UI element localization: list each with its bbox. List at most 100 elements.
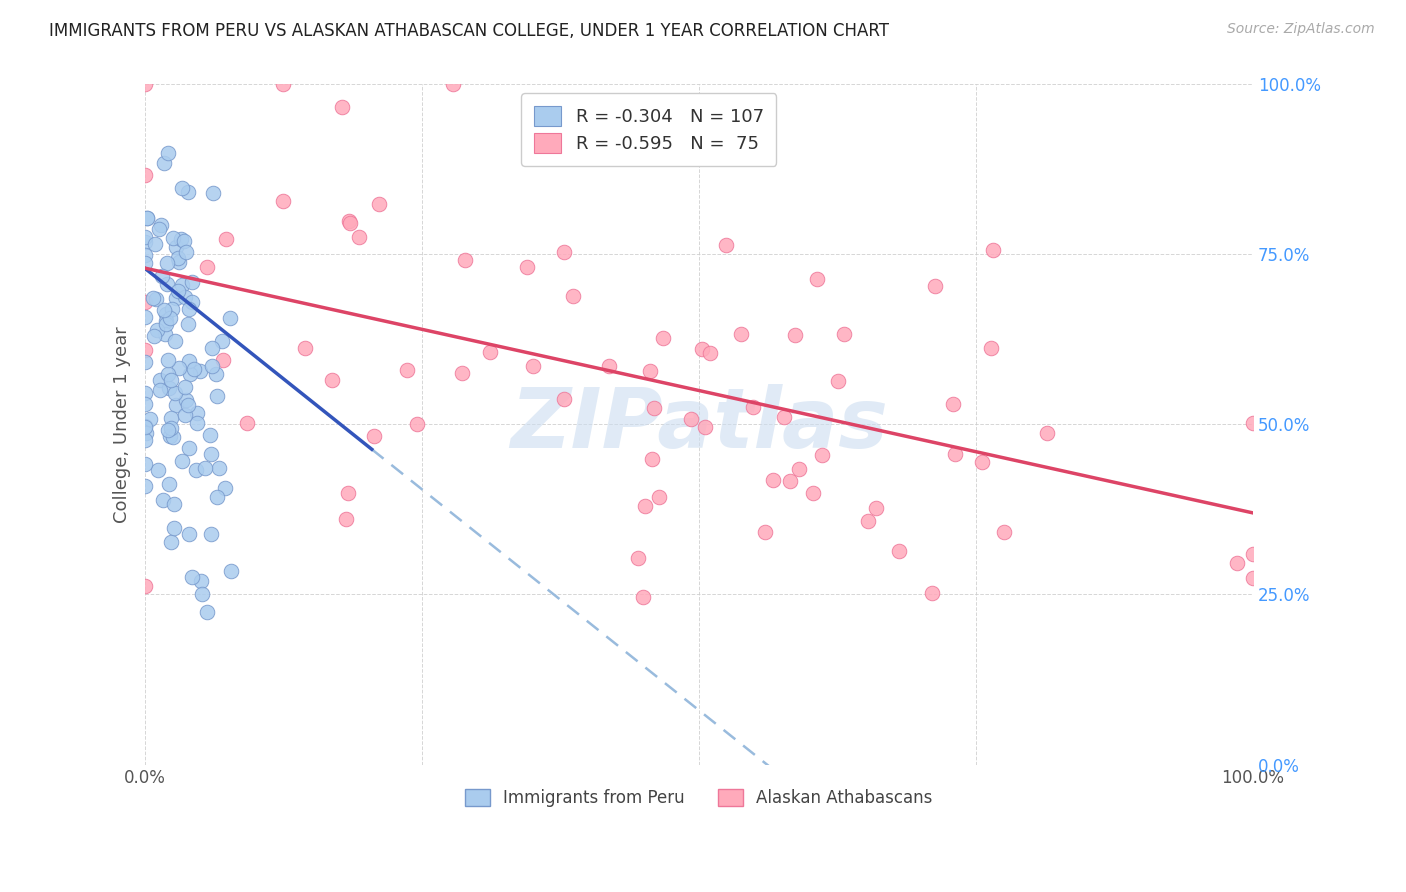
- Point: [201, 341, 224, 355]
- Point: [441, 78, 464, 92]
- Point: [638, 364, 661, 378]
- Point: [186, 463, 208, 477]
- Point: [146, 323, 169, 337]
- Point: [200, 447, 222, 461]
- Text: Source: ZipAtlas.com: Source: ZipAtlas.com: [1227, 22, 1375, 37]
- Point: [827, 374, 849, 388]
- Point: [627, 551, 650, 566]
- Point: [155, 317, 177, 331]
- Point: [146, 463, 169, 477]
- Legend: Immigrants from Peru, Alaskan Athabascans: Immigrants from Peru, Alaskan Athabascan…: [458, 782, 939, 814]
- Point: [134, 235, 156, 250]
- Point: [148, 383, 170, 397]
- Point: [174, 290, 197, 304]
- Point: [167, 284, 190, 298]
- Point: [134, 397, 156, 411]
- Point: [134, 343, 156, 358]
- Point: [150, 269, 173, 284]
- Point: [155, 314, 177, 328]
- Point: [180, 295, 202, 310]
- Point: [152, 493, 174, 508]
- Point: [339, 216, 361, 230]
- Point: [779, 474, 801, 488]
- Point: [134, 419, 156, 434]
- Point: [170, 232, 193, 246]
- Point: [648, 490, 671, 504]
- Point: [183, 361, 205, 376]
- Point: [186, 406, 208, 420]
- Point: [160, 535, 183, 549]
- Point: [633, 499, 655, 513]
- Point: [236, 416, 259, 430]
- Point: [177, 301, 200, 316]
- Point: [271, 78, 294, 92]
- Point: [149, 373, 172, 387]
- Point: [347, 230, 370, 244]
- Point: [330, 100, 353, 114]
- Point: [165, 240, 187, 254]
- Point: [219, 310, 242, 325]
- Point: [160, 411, 183, 425]
- Point: [150, 218, 173, 232]
- Point: [159, 429, 181, 443]
- Point: [157, 381, 180, 395]
- Point: [160, 420, 183, 434]
- Point: [641, 452, 664, 467]
- Point: [368, 197, 391, 211]
- Point: [1226, 556, 1249, 570]
- Point: [134, 294, 156, 309]
- Point: [980, 341, 1002, 355]
- Point: [177, 317, 200, 331]
- Point: [191, 587, 214, 601]
- Point: [148, 222, 170, 236]
- Point: [450, 366, 472, 380]
- Point: [160, 373, 183, 387]
- Point: [155, 326, 177, 341]
- Point: [174, 380, 197, 394]
- Point: [176, 398, 198, 412]
- Point: [142, 291, 165, 305]
- Point: [522, 359, 544, 374]
- Point: [162, 231, 184, 245]
- Point: [219, 564, 242, 578]
- Point: [195, 605, 218, 619]
- Point: [165, 334, 187, 348]
- Point: [561, 289, 583, 303]
- Point: [801, 486, 824, 500]
- Point: [396, 363, 419, 377]
- Point: [163, 497, 186, 511]
- Point: [201, 186, 224, 201]
- Point: [165, 398, 187, 412]
- Point: [1241, 416, 1264, 430]
- Point: [156, 367, 179, 381]
- Point: [173, 408, 195, 422]
- Point: [972, 455, 994, 469]
- Point: [699, 346, 721, 360]
- Point: [162, 302, 184, 317]
- Point: [889, 544, 911, 558]
- Point: [643, 401, 665, 416]
- Text: ZIPatlas: ZIPatlas: [510, 384, 887, 465]
- Point: [993, 524, 1015, 539]
- Point: [142, 329, 165, 343]
- Point: [921, 586, 943, 600]
- Point: [134, 78, 156, 92]
- Point: [145, 293, 167, 307]
- Point: [787, 462, 810, 476]
- Point: [865, 500, 887, 515]
- Point: [162, 430, 184, 444]
- Point: [453, 252, 475, 267]
- Point: [741, 401, 763, 415]
- Point: [200, 427, 222, 442]
- Point: [134, 169, 156, 183]
- Text: IMMIGRANTS FROM PERU VS ALASKAN ATHABASCAN COLLEGE, UNDER 1 YEAR CORRELATION CHA: IMMIGRANTS FROM PERU VS ALASKAN ATHABASC…: [49, 22, 889, 40]
- Point: [157, 146, 180, 161]
- Point: [143, 236, 166, 251]
- Point: [135, 211, 157, 225]
- Point: [785, 328, 807, 343]
- Point: [205, 389, 228, 403]
- Point: [181, 570, 204, 584]
- Point: [363, 429, 385, 443]
- Point: [190, 364, 212, 378]
- Point: [156, 277, 179, 291]
